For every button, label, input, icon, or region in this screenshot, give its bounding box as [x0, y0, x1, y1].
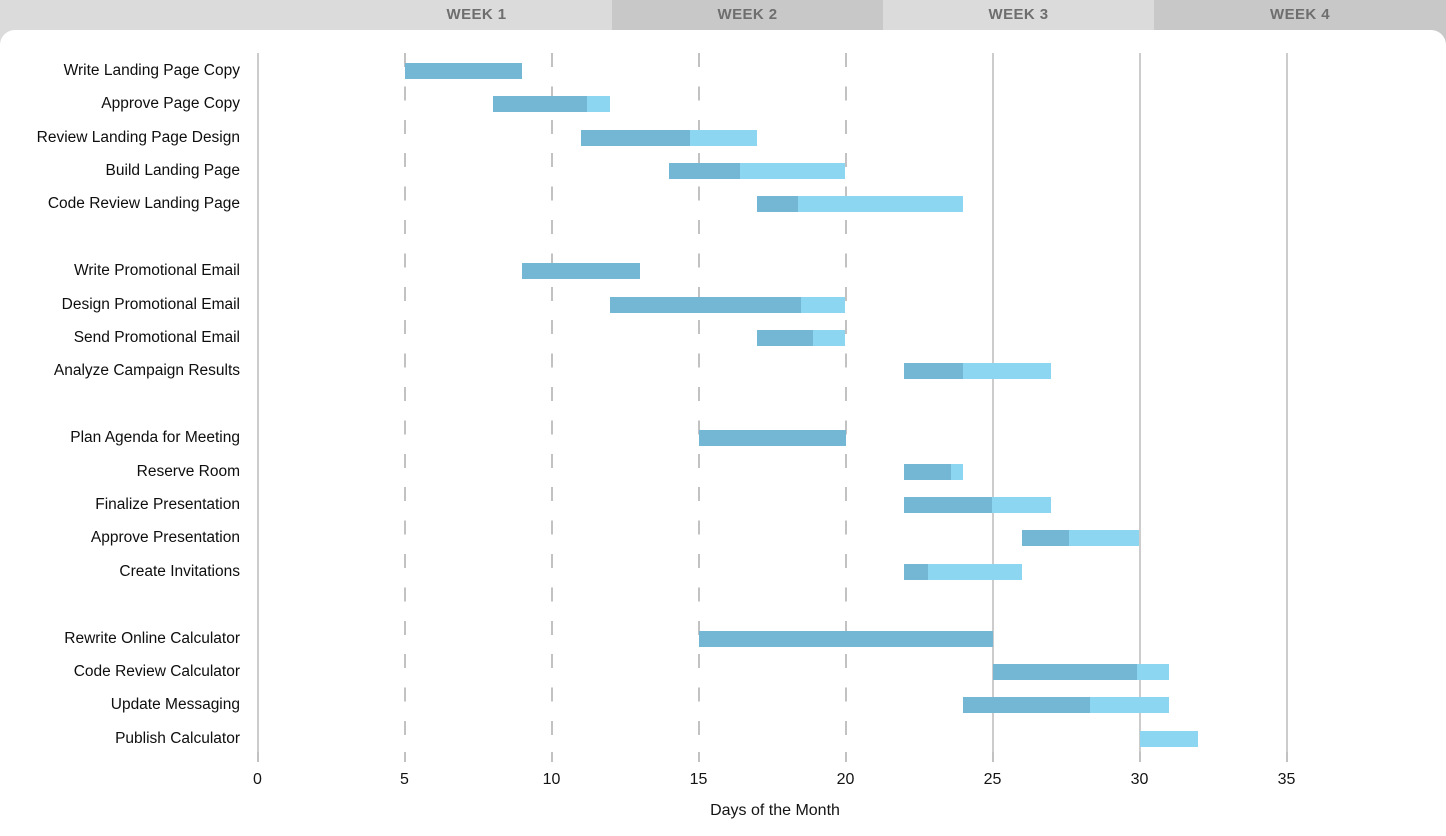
- x-tick-label: 35: [1277, 771, 1296, 788]
- x-tick-label: 5: [400, 771, 409, 788]
- task-bar-progress: [610, 296, 802, 313]
- task-bar-progress: [757, 196, 799, 213]
- week-band-label: WEEK 3: [988, 6, 1049, 23]
- task-bar: [904, 563, 1022, 580]
- task-bar-progress: [904, 563, 928, 580]
- task-bar-progress: [404, 62, 523, 79]
- gridline-dashed-day-5: [403, 53, 406, 762]
- x-axis-tick: [697, 752, 700, 762]
- task-bar: [757, 329, 846, 346]
- task-label: Publish Calculator: [115, 729, 240, 747]
- week-band-label: WEEK 1: [446, 6, 507, 23]
- task-label: Approve Page Copy: [101, 95, 240, 113]
- task-label: Write Promotional Email: [74, 262, 240, 280]
- task-bar: [757, 196, 964, 213]
- x-axis-tick: [1138, 752, 1141, 762]
- gridline-solid-day-30: [1138, 53, 1141, 762]
- task-bar: [992, 663, 1169, 680]
- task-bar-progress: [963, 697, 1090, 714]
- task-label: Plan Agenda for Meeting: [70, 429, 240, 447]
- x-axis-tick: [256, 752, 259, 762]
- gridline-solid-day-0: [256, 53, 259, 762]
- task-bar: [492, 96, 611, 113]
- x-tick-label: 15: [689, 771, 708, 788]
- x-tick-label: 30: [1130, 771, 1149, 788]
- task-bar-progress: [904, 496, 993, 513]
- week-band-label: WEEK 2: [717, 6, 778, 23]
- task-bar: [580, 129, 758, 146]
- week-band-label: WEEK 4: [1270, 6, 1330, 23]
- task-label: Code Review Calculator: [73, 662, 240, 680]
- task-label: Write Landing Page Copy: [63, 61, 240, 79]
- task-bar-progress: [669, 162, 740, 179]
- task-label: Analyze Campaign Results: [53, 362, 240, 380]
- task-bar-progress: [580, 129, 690, 146]
- gridline-dashed-day-20: [844, 53, 847, 762]
- x-tick-label: 10: [542, 771, 561, 788]
- x-axis-title: Days of the Month: [710, 802, 840, 819]
- x-axis-tick: [550, 752, 553, 762]
- task-bar: [904, 463, 964, 480]
- gridline-solid-day-35: [1285, 53, 1288, 762]
- task-bar: [610, 296, 846, 313]
- gridline-dashed-day-15: [697, 53, 700, 762]
- x-tick-label: 25: [983, 771, 1002, 788]
- task-bar: [698, 630, 993, 647]
- task-label: Code Review Landing Page: [47, 195, 240, 213]
- task-label: Finalize Presentation: [95, 495, 240, 513]
- task-bar: [669, 162, 846, 179]
- task-label: Reserve Room: [136, 462, 240, 480]
- task-bar: [522, 263, 640, 280]
- task-bar: [698, 430, 846, 447]
- task-bar-progress: [1021, 530, 1069, 547]
- task-bar: [904, 363, 1052, 380]
- task-label: Design Promotional Email: [61, 295, 240, 313]
- task-label: Create Invitations: [119, 562, 240, 580]
- gridline-dashed-day-10: [550, 53, 553, 762]
- x-axis-tick: [991, 752, 994, 762]
- task-bar: [904, 496, 1052, 513]
- task-bar: [963, 697, 1169, 714]
- task-bar-progress: [522, 263, 640, 280]
- task-bar: [1021, 530, 1140, 547]
- task-label: Approve Presentation: [90, 529, 240, 547]
- task-bar-progress: [698, 430, 846, 447]
- x-tick-label: 20: [836, 771, 855, 788]
- task-bar-progress: [992, 663, 1137, 680]
- x-tick-label: 0: [253, 771, 262, 788]
- x-axis-tick: [403, 752, 406, 762]
- task-bar-progress: [904, 463, 952, 480]
- task-bar-progress: [757, 329, 814, 346]
- gridline-solid-day-25: [991, 53, 994, 762]
- task-label: Update Messaging: [110, 696, 240, 714]
- task-bar-progress: [492, 96, 587, 113]
- task-label: Build Landing Page: [105, 161, 240, 179]
- x-axis-tick: [1285, 752, 1288, 762]
- task-bar-progress: [698, 630, 993, 647]
- task-bar: [404, 62, 523, 79]
- task-bar: [1139, 730, 1199, 747]
- task-label: Send Promotional Email: [73, 328, 240, 346]
- task-label: Review Landing Page Design: [36, 128, 240, 146]
- x-axis-tick: [844, 752, 847, 762]
- task-label: Rewrite Online Calculator: [64, 629, 240, 647]
- task-bar-progress: [904, 363, 964, 380]
